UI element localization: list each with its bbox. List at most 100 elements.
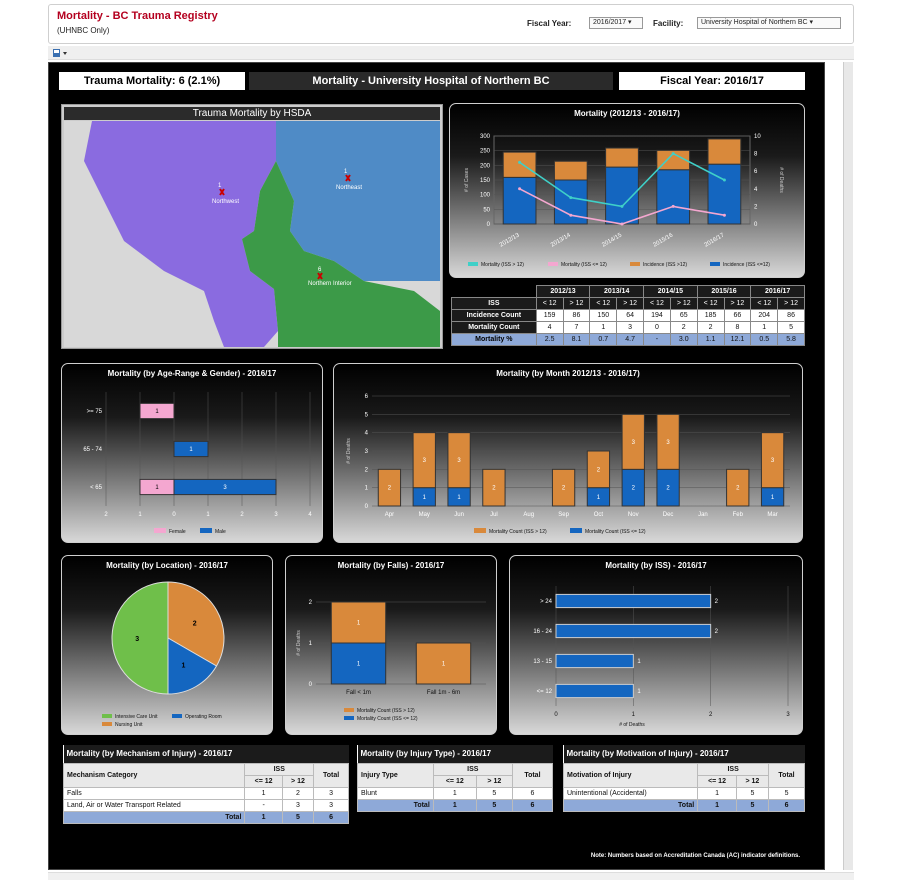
bar-iss-gt12 (482, 468, 506, 507)
pie-slice (167, 637, 218, 695)
table-cell: 7 (562, 321, 591, 334)
x-tick-label: Nov (628, 512, 639, 518)
data-label: 3 (223, 485, 227, 491)
northeast-region[interactable] (276, 121, 440, 281)
legend-label: Mortality (ISS > 12) (481, 262, 524, 268)
x-tick-label: 4 (308, 512, 312, 518)
table-cell: Mortality (by Injury Type) - 2016/17 (357, 745, 553, 763)
bar-iss-gt12 (412, 432, 436, 489)
y-tick-label: 2 (309, 600, 313, 606)
table-cell: > 12 (475, 774, 513, 788)
table-cell: 204 (750, 309, 779, 322)
data-label: 1 (442, 662, 446, 668)
dashboard: Trauma Mortality: 6 (2.1%) Mortality - U… (48, 62, 825, 870)
location-chart[interactable]: 2 1 3 Intensive Care Unit Operating Room Nurs… (62, 556, 274, 736)
y-tick-label: 1 (309, 641, 313, 647)
northeast-marker-icon (345, 174, 351, 182)
age-gender-panel: Mortality (by Age-Range & Gender) - 2016… (61, 363, 323, 543)
bar-iss-gt12 (726, 468, 750, 507)
data-label: 2 (597, 467, 601, 473)
data-label: 1 (771, 495, 775, 501)
row-label: Incidence Count (451, 309, 537, 322)
x-tick-label: 2012/13 (499, 232, 521, 248)
iss-chart[interactable]: 0 1 2 3 # of Deaths > 24 2 16 - 24 2 13 - 15 1 <= 1… (510, 556, 804, 736)
y-axis-label: # of Deaths (296, 630, 302, 656)
table-row: Injury Type ISS Total (357, 762, 554, 788)
table-cell: Total (357, 798, 434, 812)
table-cell: 5 (777, 321, 805, 334)
y-tick-label: 0 (487, 222, 491, 228)
table-cell: 159 (535, 309, 564, 322)
fiscal-year-label: Fiscal Year: (527, 19, 572, 28)
bar-iss-le12 (330, 642, 387, 685)
table-row: Blunt 1 5 6 (357, 786, 554, 800)
y-tick-label: 50 (483, 207, 490, 213)
table-cell: 5 (475, 786, 513, 800)
mechanism-table: Mortality (by Mechanism of Injury) - 201… (62, 745, 349, 824)
bar-iss-gt12 (760, 432, 785, 489)
month-panel: Mortality (by Month 2012/13 - 2016/17) 0… (333, 363, 803, 543)
bar-iss (555, 593, 712, 609)
map-title: Trauma Mortality by HSDA (64, 107, 440, 120)
trend-chart[interactable]: 0 50 100 150 200 250 300 0 2 4 6 8 10 # of Cases # of … (450, 104, 806, 279)
table-cell: 5 (475, 798, 513, 812)
legend-label: Incidence (ISS <=12) (723, 262, 770, 268)
table-cell: 1 (244, 810, 283, 824)
iss-subheader: > 12 (723, 297, 752, 310)
total-mortality-badge: Trauma Mortality: 6 (2.1%) (59, 72, 245, 90)
bar-incidence-gt12 (502, 151, 537, 178)
fiscal-year-badge: Fiscal Year: 2016/17 (619, 72, 805, 90)
table-cell: Total (768, 762, 805, 788)
x-tick-label: 2015/16 (652, 232, 674, 248)
fiscal-year-select[interactable]: 2016/2017 ▾ (589, 17, 643, 29)
map-label-northeast: Northeast (336, 185, 362, 191)
category-label: 65 - 74 (83, 447, 102, 453)
table-cell: > 12 (281, 774, 315, 788)
legend-label: Operating Room (185, 714, 222, 720)
y-tick-label: 3 (365, 449, 369, 455)
northwest-marker-icon (219, 188, 225, 196)
age-gender-chart[interactable]: 2 1 0 1 2 3 4 >= 75 1 65 - 74 1 < 65 1 3 Female Male (62, 364, 324, 544)
bar-iss-gt12 (621, 413, 645, 470)
y-tick-label: 300 (480, 134, 491, 140)
table-cell: 2 (669, 321, 698, 334)
y-tick-label: 0 (309, 682, 313, 688)
facility-select[interactable]: University Hospital of Northern BC ▾ (697, 17, 841, 29)
iss-subheader: > 12 (616, 297, 645, 310)
northern-interior-region[interactable] (242, 161, 440, 347)
table-cell: 5 (735, 786, 770, 800)
motivation-table: Mortality (by Motivation of Injury) - 20… (562, 745, 805, 812)
hsda-map[interactable]: Northwest 1 Northeast 1 Northern Interio… (64, 121, 440, 347)
table-cell: 1 (244, 786, 283, 800)
iss-subheader: < 12 (643, 297, 671, 310)
bar-iss-gt12 (447, 432, 471, 489)
table-cell: Total (62, 810, 246, 824)
table-cell: 2 (281, 786, 315, 800)
table-cell: 6 (313, 810, 349, 824)
table-cell: 3 (281, 798, 315, 812)
legend-swatch (154, 528, 166, 533)
data-label: 2 (388, 486, 392, 492)
bar-incidence-gt12 (553, 160, 588, 181)
y-axis-label: # of Cases (464, 168, 470, 192)
month-chart[interactable]: 0 1 2 3 4 5 6 # of Deaths 2 Apr 1 3 May 1 3 Jun 2 Jul Aug 2… (334, 364, 804, 544)
legend-swatch (630, 262, 640, 266)
table-row: <= 12 > 12 (564, 774, 805, 788)
x-tick-label: Dec (663, 512, 674, 518)
table-row: Mortality (by Injury Type) - 2016/17 (357, 745, 553, 763)
line-point (671, 152, 675, 156)
map-label-northern-interior: Northern Interior (308, 281, 352, 287)
hsda-map-panel: Trauma Mortality by HSDA Northwest 1 Nor… (61, 104, 443, 349)
map-count-northwest: 1 (218, 183, 222, 189)
northwest-region[interactable] (84, 121, 278, 347)
x-tick-label: Mar (767, 512, 777, 518)
x-tick-label: 3 (274, 512, 278, 518)
footnote: Note: Numbers based on Accreditation Can… (590, 853, 800, 859)
export-icon[interactable] (52, 48, 68, 58)
y-tick-label: 0 (365, 504, 369, 510)
legend-swatch (344, 708, 354, 712)
category-label: > 24 (540, 599, 553, 605)
vertical-scrollbar[interactable] (843, 62, 853, 870)
horizontal-scrollbar[interactable] (48, 872, 854, 880)
